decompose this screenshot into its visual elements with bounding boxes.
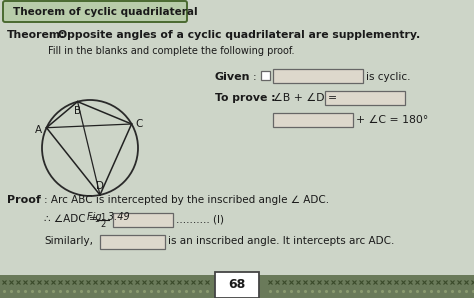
FancyBboxPatch shape (273, 113, 353, 127)
Text: C: C (135, 119, 142, 129)
FancyBboxPatch shape (113, 213, 173, 227)
Text: D: D (96, 181, 104, 191)
Text: Opposite angles of a cyclic quadrilateral are supplementry.: Opposite angles of a cyclic quadrilatera… (58, 30, 420, 40)
FancyBboxPatch shape (3, 1, 187, 22)
Text: 68: 68 (228, 279, 246, 291)
Text: Theorem:: Theorem: (7, 30, 65, 40)
FancyBboxPatch shape (325, 91, 405, 105)
Text: Fig. 3.49: Fig. 3.49 (87, 212, 129, 222)
FancyBboxPatch shape (215, 272, 259, 298)
Text: 1: 1 (100, 213, 106, 222)
Text: .......... (I): .......... (I) (176, 214, 224, 224)
FancyBboxPatch shape (273, 69, 363, 83)
Text: is cyclic.: is cyclic. (366, 72, 410, 82)
Text: :: : (253, 72, 256, 82)
Text: 2: 2 (100, 220, 106, 229)
FancyBboxPatch shape (100, 235, 165, 249)
FancyBboxPatch shape (261, 71, 270, 80)
Text: B: B (74, 105, 81, 116)
Text: : Arc ABC is intercepted by the inscribed angle ∠ ADC.: : Arc ABC is intercepted by the inscribe… (44, 195, 329, 205)
Text: Fill in the blanks and complete the following proof.: Fill in the blanks and complete the foll… (48, 46, 294, 56)
Text: ∠B + ∠D =: ∠B + ∠D = (273, 93, 337, 103)
Text: Proof: Proof (7, 195, 41, 205)
Text: Theorem of cyclic quadrilateral: Theorem of cyclic quadrilateral (13, 7, 198, 17)
Text: To prove :: To prove : (215, 93, 275, 103)
Text: A: A (35, 125, 42, 135)
Text: ∴ ∠ADC =: ∴ ∠ADC = (44, 214, 98, 224)
Text: + ∠C = 180°: + ∠C = 180° (356, 115, 428, 125)
FancyBboxPatch shape (0, 275, 474, 298)
Text: Similarly,: Similarly, (44, 236, 93, 246)
Text: is an inscribed angle. It intercepts arc ADC.: is an inscribed angle. It intercepts arc… (168, 236, 394, 246)
Text: Given: Given (215, 72, 250, 82)
